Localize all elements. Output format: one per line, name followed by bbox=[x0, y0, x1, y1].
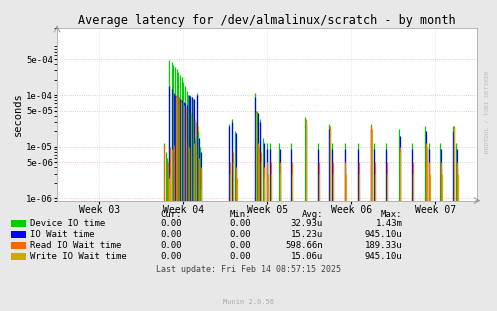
Text: Write IO Wait time: Write IO Wait time bbox=[30, 252, 127, 261]
Text: Max:: Max: bbox=[381, 210, 403, 219]
Text: 15.23u: 15.23u bbox=[291, 230, 323, 239]
Title: Average latency for /dev/almalinux/scratch - by month: Average latency for /dev/almalinux/scrat… bbox=[79, 14, 456, 27]
Text: 0.00: 0.00 bbox=[160, 230, 181, 239]
Text: 0.00: 0.00 bbox=[230, 220, 251, 228]
Text: Min:: Min: bbox=[230, 210, 251, 219]
Text: 945.10u: 945.10u bbox=[365, 230, 403, 239]
Text: 0.00: 0.00 bbox=[230, 252, 251, 261]
Text: 598.66n: 598.66n bbox=[285, 241, 323, 250]
Text: 0.00: 0.00 bbox=[160, 252, 181, 261]
Text: 945.10u: 945.10u bbox=[365, 252, 403, 261]
Text: 15.06u: 15.06u bbox=[291, 252, 323, 261]
Text: Last update: Fri Feb 14 08:57:15 2025: Last update: Fri Feb 14 08:57:15 2025 bbox=[156, 265, 341, 273]
Text: RRDTOOL / TOBI OETIKER: RRDTOOL / TOBI OETIKER bbox=[485, 71, 490, 153]
Text: 1.43m: 1.43m bbox=[376, 220, 403, 228]
Text: 0.00: 0.00 bbox=[160, 220, 181, 228]
Text: Munin 2.0.56: Munin 2.0.56 bbox=[223, 299, 274, 305]
Text: IO Wait time: IO Wait time bbox=[30, 230, 94, 239]
Text: Cur:: Cur: bbox=[160, 210, 181, 219]
Text: Avg:: Avg: bbox=[302, 210, 323, 219]
Text: 0.00: 0.00 bbox=[230, 241, 251, 250]
Y-axis label: seconds: seconds bbox=[13, 92, 23, 136]
Text: Device IO time: Device IO time bbox=[30, 220, 105, 228]
Text: 189.33u: 189.33u bbox=[365, 241, 403, 250]
Text: 0.00: 0.00 bbox=[230, 230, 251, 239]
Text: 0.00: 0.00 bbox=[160, 241, 181, 250]
Text: 32.93u: 32.93u bbox=[291, 220, 323, 228]
Text: Read IO Wait time: Read IO Wait time bbox=[30, 241, 121, 250]
